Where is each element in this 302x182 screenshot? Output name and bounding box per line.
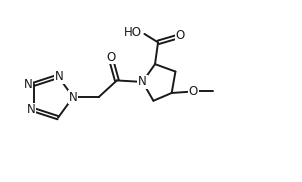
Text: O: O [176,29,185,42]
Text: N: N [138,76,147,88]
Text: O: O [189,85,198,98]
Text: N: N [27,103,36,116]
Text: HO: HO [124,26,141,39]
Text: N: N [55,70,64,83]
Text: N: N [69,90,77,104]
Text: O: O [107,51,116,64]
Text: N: N [24,78,32,91]
